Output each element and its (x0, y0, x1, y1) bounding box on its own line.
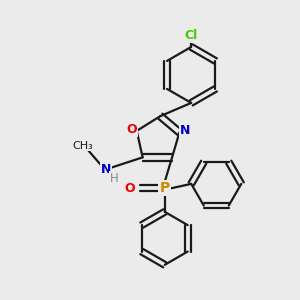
Text: P: P (160, 181, 170, 195)
Text: N: N (180, 124, 190, 137)
Text: O: O (126, 123, 137, 136)
Text: N: N (100, 163, 111, 176)
Text: CH₃: CH₃ (72, 141, 93, 151)
Text: Cl: Cl (184, 29, 198, 42)
Text: H: H (110, 172, 118, 185)
Text: O: O (125, 182, 135, 195)
